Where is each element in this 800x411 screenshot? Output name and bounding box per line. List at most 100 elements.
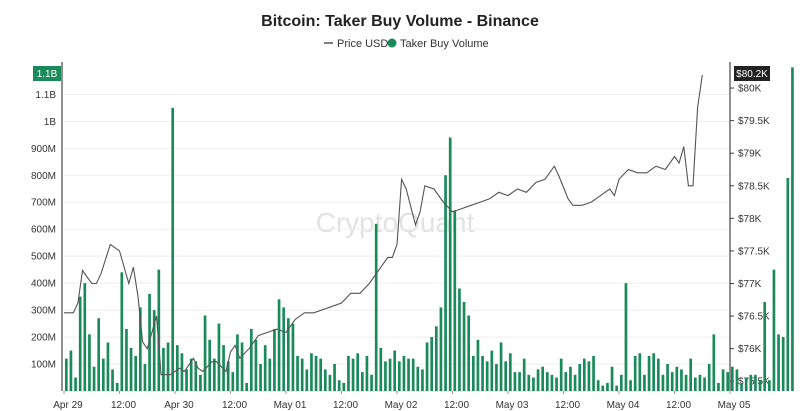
left-current-badge-label: 1.1B (37, 69, 58, 80)
volume-bar (439, 307, 443, 391)
volume-bar (490, 350, 494, 391)
volume-bar (615, 385, 619, 391)
volume-bar (120, 272, 124, 391)
volume-bar (143, 364, 147, 391)
volume-bar (749, 374, 753, 391)
volume-bar (670, 372, 674, 391)
volume-bar (189, 358, 193, 391)
volume-bar (175, 345, 179, 391)
volume-bar (212, 358, 216, 391)
volume-bar (300, 358, 304, 391)
volume-bar (689, 358, 693, 391)
volume-bar (633, 355, 637, 391)
volume-bar (259, 364, 262, 391)
right-tick-label: $77.5K (738, 246, 770, 257)
volume-bar (485, 361, 489, 391)
left-current-badge: 1.1B (33, 66, 61, 81)
x-tick-label: 12:00 (111, 400, 136, 411)
volume-bar (564, 372, 568, 391)
volume-bar (555, 377, 558, 391)
volume-bar (638, 353, 642, 391)
volume-bar (712, 334, 716, 391)
right-tick-label: $76.5K (738, 312, 770, 323)
volume-bar (606, 382, 609, 391)
volume-bar (360, 372, 364, 391)
left-tick-label: 700M (31, 198, 56, 209)
volume-bar (601, 385, 605, 391)
legend-price-label[interactable]: Price USD (337, 38, 388, 50)
x-tick-label: 12:00 (666, 400, 691, 411)
volume-bar (199, 374, 202, 391)
left-tick-label: 300M (31, 306, 56, 317)
volume-bar (569, 366, 572, 391)
volume-bar (323, 369, 327, 391)
volume-bar (550, 374, 554, 391)
volume-bar (559, 358, 563, 391)
x-tick-label: Apr 29 (53, 400, 83, 411)
volume-bar (772, 269, 776, 391)
volume-bar (421, 369, 424, 391)
volume-bar (254, 339, 258, 391)
right-tick-label: $80K (738, 84, 762, 95)
left-tick-label: 400M (31, 279, 56, 290)
volume-bar (402, 355, 406, 391)
volume-bar (661, 374, 665, 391)
volume-bar (162, 347, 165, 391)
legend-volume-label[interactable]: Taker Buy Volume (400, 38, 489, 50)
volume-bar (504, 361, 508, 391)
volume-bar (573, 374, 577, 391)
volume-bar (356, 353, 360, 391)
volume-bar (444, 175, 447, 391)
volume-bar (286, 318, 290, 391)
volume-bar (111, 369, 114, 391)
volume-bar (208, 339, 212, 391)
volume-bar (744, 377, 748, 391)
left-tick-label: 600M (31, 225, 56, 236)
volume-bar (236, 334, 239, 391)
volume-bar (458, 288, 461, 391)
volume-bar (652, 353, 656, 391)
volume-bar (499, 342, 503, 391)
volume-bar (434, 326, 438, 391)
volume-bar (791, 67, 794, 392)
right-current-badge-label: $80.2K (736, 69, 768, 80)
x-tick-label: 12:00 (333, 400, 358, 411)
volume-bar (291, 323, 295, 391)
volume-bar (536, 369, 540, 391)
volume-bar (134, 355, 138, 391)
volume-bar (64, 358, 68, 391)
left-current-badge-bg (33, 66, 61, 81)
x-tick-label: Apr 30 (164, 400, 194, 411)
volume-bar (578, 364, 582, 391)
volume-bar (268, 358, 272, 391)
volume-bar (328, 374, 332, 391)
volume-bar (157, 269, 161, 391)
right-current-badge: $80.2K (734, 66, 770, 81)
volume-bar (185, 369, 188, 391)
left-axis: 100M 200M 300M 400M 500M 600M 700M 800M 900M 1B 1.… (31, 62, 63, 391)
price-line (64, 74, 703, 376)
volume-bar (786, 177, 790, 391)
volume-bar (231, 372, 235, 391)
volume-bar (78, 296, 82, 391)
right-tick-label: $79K (738, 149, 762, 160)
volume-bar (425, 342, 429, 391)
volume-bar (767, 380, 771, 391)
x-tick-label: 12:00 (555, 400, 580, 411)
right-tick-label: $75.5K (738, 377, 770, 388)
volume-bar (282, 307, 286, 391)
volume-bar (171, 107, 175, 391)
volume-bar (587, 361, 591, 391)
volume-bar (495, 364, 498, 391)
left-tick-label: 900M (31, 144, 56, 155)
left-tick-label: 1B (44, 117, 57, 128)
volume-bar (351, 358, 355, 391)
volume-bar (740, 382, 743, 391)
volume-bar (693, 377, 697, 391)
volume-bar (203, 315, 207, 391)
volume-bar (319, 358, 323, 391)
volume-bar (397, 361, 401, 391)
volume-bar (666, 364, 669, 391)
volume-bar (735, 369, 739, 391)
